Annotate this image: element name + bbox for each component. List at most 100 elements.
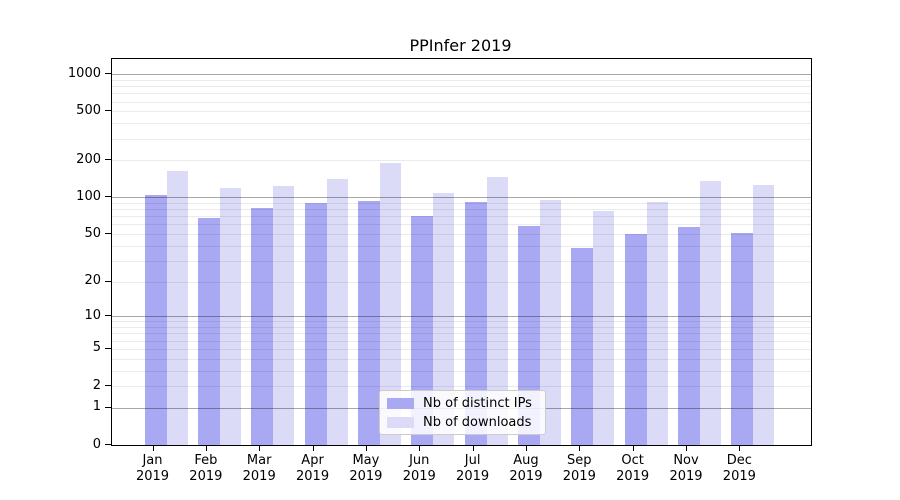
bar-ips-nov <box>678 227 700 445</box>
y-tick-label-500: 500 <box>76 102 101 118</box>
x-label-year: 2019 <box>242 469 276 484</box>
legend-swatch-distinct-ips <box>387 397 414 409</box>
x-tick-may <box>365 445 367 451</box>
x-tick-feb <box>205 445 207 451</box>
gridline-major-1000 <box>112 74 811 76</box>
bar-ips-jul <box>464 202 487 445</box>
gridline-minor-2 <box>112 386 811 388</box>
legend-label-downloads: Nb of downloads <box>423 414 532 430</box>
x-tick-label-oct: Oct 2019 <box>606 453 660 485</box>
gridline-minor-700 <box>112 93 811 95</box>
gridline-minor-80 <box>112 209 811 211</box>
gridline-minor-800 <box>112 86 811 88</box>
x-label-month: Jan <box>142 453 163 468</box>
x-label-month: Sep <box>567 453 592 468</box>
x-tick-label-aug: Aug 2019 <box>499 453 553 485</box>
y-tick-5 <box>105 347 111 349</box>
bar-ips-jan <box>144 194 167 445</box>
x-label-year: 2019 <box>456 469 490 484</box>
x-label-year: 2019 <box>509 469 543 484</box>
gridline-minor-6 <box>112 340 811 342</box>
gridline-minor-50 <box>112 234 811 236</box>
gridline-minor-40 <box>112 245 811 247</box>
x-tick-jul <box>472 445 474 451</box>
y-tick-label-1: 1 <box>92 399 101 415</box>
bar-ips-jun <box>411 215 434 445</box>
y-tick-label-5: 5 <box>92 340 101 356</box>
x-tick-dec <box>739 445 741 451</box>
gridline-minor-90 <box>112 202 811 204</box>
x-tick-jun <box>419 445 421 451</box>
y-tick-0 <box>105 444 111 445</box>
gridline-minor-3 <box>112 370 811 372</box>
x-label-month: Feb <box>194 453 218 468</box>
gridline-minor-4 <box>112 358 811 360</box>
bar-downloads-oct <box>646 202 668 445</box>
legend-swatch-downloads <box>387 416 414 428</box>
gridline-minor-8 <box>112 327 811 329</box>
x-label-year: 2019 <box>722 469 756 484</box>
x-tick-jan <box>152 445 154 451</box>
x-tick-label-dec: Dec 2019 <box>712 453 766 485</box>
x-label-year: 2019 <box>296 469 330 484</box>
x-tick-mar <box>259 445 261 451</box>
x-label-year: 2019 <box>349 469 383 484</box>
legend-item-downloads: Nb of downloads <box>387 415 537 430</box>
y-tick-100 <box>105 196 111 198</box>
bar-downloads-mar <box>273 185 295 445</box>
x-label-year: 2019 <box>135 469 170 484</box>
bar-ips-feb <box>197 217 220 445</box>
legend-label-distinct-ips: Nb of distinct IPs <box>423 395 532 411</box>
x-tick-label-jan: Jan 2019 <box>126 453 180 485</box>
x-tick-label-sep: Sep 2019 <box>552 453 606 485</box>
gridline-minor-5 <box>112 348 811 350</box>
bar-downloads-apr <box>326 179 348 445</box>
bar-ips-mar <box>251 207 274 445</box>
x-tick-aug <box>525 445 527 451</box>
x-tick-label-may: May 2019 <box>339 453 393 485</box>
gridline-minor-70 <box>112 216 811 218</box>
bar-ips-dec <box>731 232 754 445</box>
gridline-minor-7 <box>112 333 811 335</box>
gridline-minor-200 <box>112 160 811 162</box>
gridline-major-10 <box>112 316 811 318</box>
bar-ips-may <box>357 200 380 445</box>
bar-downloads-nov <box>700 181 721 445</box>
x-tick-label-nov: Nov 2019 <box>659 453 713 485</box>
y-tick-label-10: 10 <box>84 307 101 323</box>
x-tick-apr <box>312 445 314 451</box>
x-label-year: 2019 <box>562 469 596 484</box>
x-label-month: Mar <box>246 453 272 468</box>
y-tick-1000 <box>105 73 111 75</box>
x-label-month: Oct <box>621 453 644 468</box>
x-label-month: Nov <box>673 453 699 468</box>
chart-title: PPInfer 2019 <box>409 36 512 55</box>
gridline-minor-900 <box>112 79 811 81</box>
x-label-month: Jul <box>464 453 481 468</box>
y-tick-label-0: 0 <box>92 436 101 452</box>
bar-downloads-feb <box>219 187 241 445</box>
x-tick-sep <box>579 445 581 451</box>
x-label-year: 2019 <box>402 469 436 484</box>
bar-downloads-aug <box>539 200 561 445</box>
bar-downloads-may <box>379 163 401 445</box>
gridline-minor-20 <box>112 281 811 283</box>
y-tick-label-200: 200 <box>76 151 101 167</box>
bar-ips-oct <box>624 234 647 445</box>
y-tick-label-1000: 1000 <box>67 65 101 81</box>
x-tick-label-apr: Apr 2019 <box>286 453 340 485</box>
gridline-minor-600 <box>112 101 811 103</box>
legend: Nb of distinct IPs Nb of downloads <box>379 390 546 435</box>
y-tick-1 <box>105 406 111 408</box>
x-tick-nov <box>686 445 687 451</box>
plot-area <box>111 58 812 446</box>
x-tick-label-mar: Mar 2019 <box>232 453 286 485</box>
x-label-month: Apr <box>301 453 324 468</box>
bar-downloads-jun <box>433 193 455 445</box>
x-tick-label-feb: Feb 2019 <box>179 453 233 485</box>
y-tick-200 <box>105 159 111 161</box>
x-tick-oct <box>632 445 634 451</box>
y-tick-10 <box>105 315 111 317</box>
y-tick-label-2: 2 <box>92 377 101 393</box>
